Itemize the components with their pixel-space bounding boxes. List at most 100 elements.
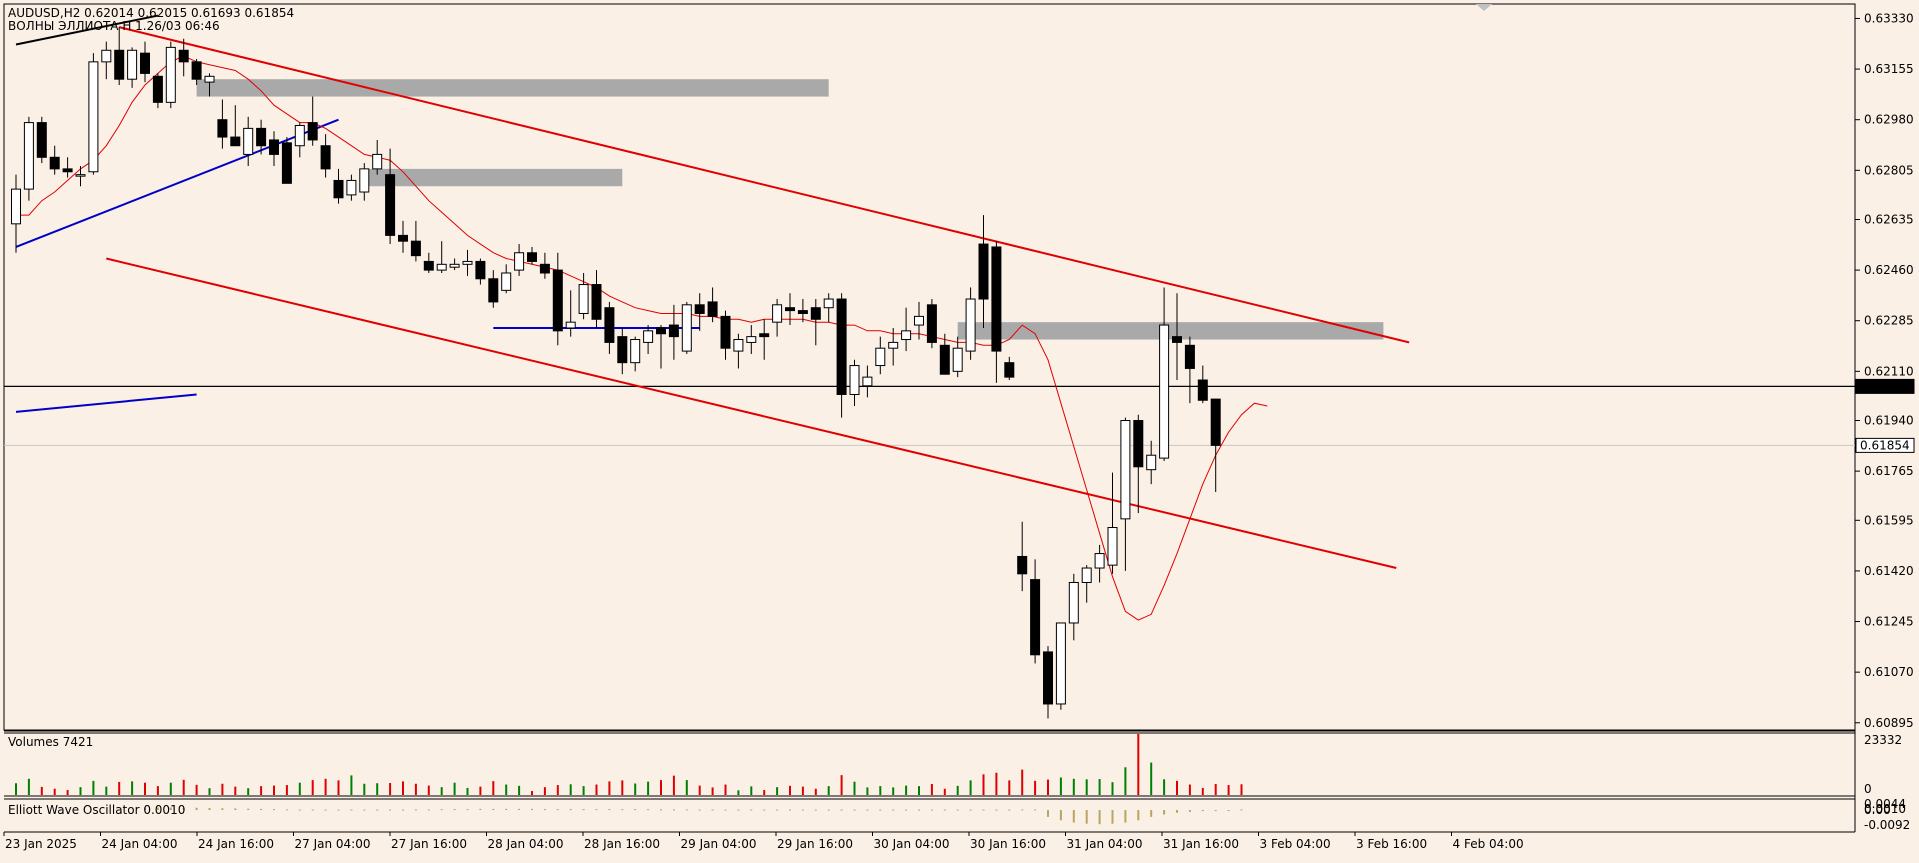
volume-bar xyxy=(479,786,482,795)
candle-body xyxy=(810,307,821,320)
oscillator-bar xyxy=(427,809,430,811)
volume-bar xyxy=(956,785,959,795)
candle xyxy=(1055,622,1066,710)
oscillator-bar xyxy=(595,809,598,811)
candle xyxy=(707,287,718,323)
oscillator-bar xyxy=(311,809,314,811)
oscillator-bar xyxy=(389,809,392,811)
oscillator-bar xyxy=(1150,810,1153,817)
volume-bar xyxy=(1124,767,1127,795)
oscillator-bar xyxy=(634,809,637,811)
candle-body xyxy=(514,252,525,271)
volume-bar xyxy=(672,775,675,795)
volume-bar xyxy=(1021,769,1024,795)
candle xyxy=(62,157,73,178)
oscillator-bar xyxy=(402,809,404,811)
volume-bar xyxy=(234,786,237,795)
candle-body xyxy=(604,307,615,343)
candle xyxy=(914,301,924,340)
candle-body xyxy=(62,168,73,173)
oscillator-bar xyxy=(892,809,895,811)
oscillator-bar xyxy=(698,809,701,811)
price-labels: 0.62058 0.61854 xyxy=(1855,378,1915,453)
volume-bar xyxy=(144,782,146,795)
candle-body xyxy=(256,127,267,147)
oscillator-bar xyxy=(853,809,856,811)
candle-body xyxy=(501,272,512,291)
candle-body xyxy=(1068,581,1079,624)
volume-bar xyxy=(918,786,920,795)
oscillator-bar xyxy=(363,809,366,811)
price-label-text: 0.62058 xyxy=(1860,379,1910,393)
volume-bar xyxy=(169,782,172,795)
oscillator-bar xyxy=(1111,810,1114,824)
price-tick-label: 0.61245 xyxy=(1864,615,1914,629)
oscillator-bar xyxy=(492,808,495,811)
volume-bar xyxy=(1150,762,1153,795)
time-tick-label: 24 Jan 16:00 xyxy=(198,837,274,851)
oscillator-bar xyxy=(1098,810,1101,825)
oscillator-bar xyxy=(840,809,843,811)
candle xyxy=(643,325,654,354)
moving-average xyxy=(16,55,1268,621)
price-tick-label: 0.63330 xyxy=(1864,11,1914,25)
volume-bar xyxy=(298,782,301,795)
volume-bar xyxy=(350,775,353,795)
volume-bar xyxy=(208,788,211,795)
trend-lines[interactable] xyxy=(4,14,1855,569)
volume-bar xyxy=(711,787,714,795)
volume-bar xyxy=(801,786,804,795)
volume-bar xyxy=(1201,787,1204,795)
candle xyxy=(888,327,899,366)
candle xyxy=(1133,414,1144,514)
candle xyxy=(527,246,537,265)
oscillator-bar xyxy=(1072,810,1075,823)
oscillator-bar xyxy=(247,808,250,811)
oscillator-bar xyxy=(1124,810,1127,823)
volume-bar xyxy=(608,781,611,795)
time-tick-label: 31 Jan 04:00 xyxy=(1067,837,1143,851)
candle-body xyxy=(1210,398,1221,446)
oscillator-bar xyxy=(234,808,237,811)
oscillator-tick-label: -0.0092 xyxy=(1864,818,1910,832)
oscillator-bar xyxy=(556,809,559,811)
candle xyxy=(320,134,331,178)
candle-body xyxy=(952,347,963,372)
volume-bar xyxy=(531,791,533,795)
candle xyxy=(539,252,550,279)
oscillator-bar xyxy=(982,809,985,811)
candle xyxy=(552,252,563,346)
candle-body xyxy=(436,263,447,271)
candle-body xyxy=(281,142,292,184)
volume-bar xyxy=(311,780,314,795)
volume-bar xyxy=(995,772,998,795)
oscillator-bar xyxy=(221,808,224,811)
candle-body xyxy=(230,136,241,147)
candle-body xyxy=(410,240,421,257)
price-tick-label: 0.61420 xyxy=(1864,564,1914,578)
oscillator-bar xyxy=(182,807,185,811)
oscillator-bar xyxy=(969,809,972,811)
candle xyxy=(346,174,357,201)
candle-body xyxy=(836,298,847,395)
oscillator-bar xyxy=(1214,810,1217,812)
candle xyxy=(152,73,163,109)
candle xyxy=(1210,398,1221,492)
volume-bar xyxy=(892,787,895,795)
volume-bar xyxy=(814,788,817,795)
volume-tick-label: 23332 xyxy=(1864,733,1902,747)
price-tick-label: 0.62805 xyxy=(1864,163,1914,177)
candle xyxy=(501,264,512,294)
volume-bars xyxy=(15,734,1243,795)
candle-body xyxy=(398,234,408,242)
panel-frames xyxy=(3,3,1856,833)
candle xyxy=(140,41,150,83)
volume-bar xyxy=(582,786,585,795)
candle-body xyxy=(539,263,550,274)
candle xyxy=(410,220,421,262)
candle-body xyxy=(733,339,744,352)
candle-body xyxy=(643,330,654,343)
candle-body xyxy=(372,153,383,170)
